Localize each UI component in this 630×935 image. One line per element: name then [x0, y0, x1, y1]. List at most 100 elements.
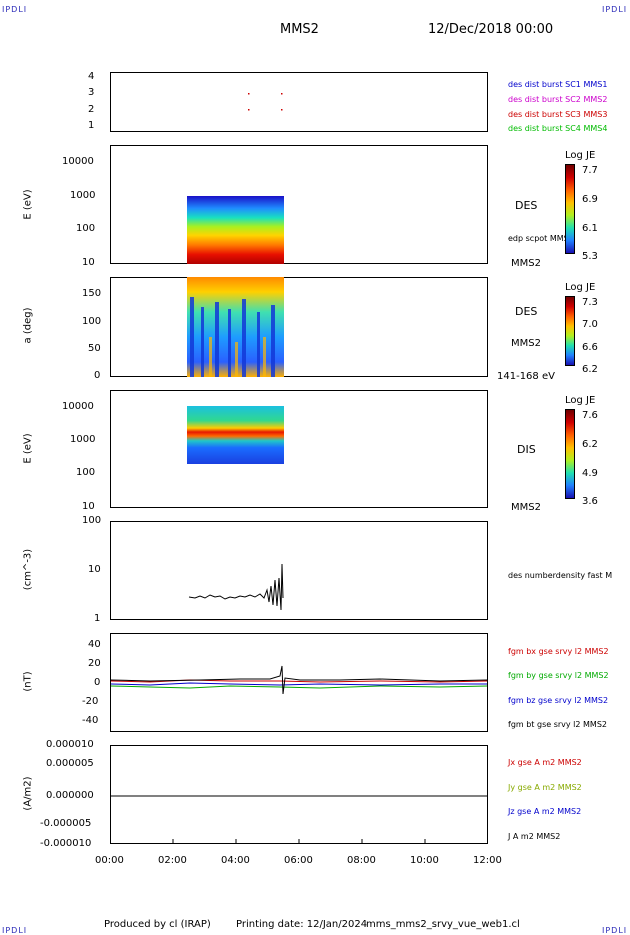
- ytick: 4: [88, 71, 95, 82]
- panel-density: [110, 521, 488, 620]
- legend-fgm-bt: fgm bt gse srvy l2 MMS2: [508, 720, 607, 729]
- footer-produced: Produced by cl (IRAP): [104, 919, 211, 930]
- xtick: 04:00: [221, 855, 250, 866]
- ytick: 0.000010: [46, 739, 94, 750]
- ylabel-des-pitch: a (deg): [22, 307, 34, 344]
- colorbar-tick: 6.6: [582, 342, 598, 353]
- ytick: -40: [82, 715, 99, 726]
- ytick: 100: [82, 316, 102, 327]
- legend-jz: Jz gse A m2 MMS2: [508, 807, 582, 816]
- xtick: 08:00: [347, 855, 376, 866]
- ytick: 0: [94, 370, 101, 381]
- panel-dis-energy: [110, 390, 488, 508]
- colorbar-tick: 6.9: [582, 194, 598, 205]
- xtick: 02:00: [158, 855, 187, 866]
- corner-label-top-right: IPDLI: [602, 5, 628, 14]
- corner-label-bottom-left: IPDLI: [2, 926, 28, 935]
- ylabel-density: (cm^-3): [22, 548, 34, 591]
- legend-j: J A m2 MMS2: [508, 832, 561, 841]
- panel-fgm: [110, 633, 488, 732]
- colorbar-tick: 7.7: [582, 165, 598, 176]
- colorbar-title: Log JE: [565, 395, 596, 406]
- date-title: 12/Dec/2018 00:00: [428, 22, 554, 37]
- colorbar-tick: 7.3: [582, 297, 598, 308]
- instrument-label: DES: [515, 305, 538, 318]
- panel-des-energy: [110, 145, 488, 264]
- legend-density: des numberdensity fast M: [508, 571, 613, 580]
- legend-burst-sc2: des dist burst SC2 MMS2: [508, 95, 608, 104]
- panel-bottom-label: MMS2: [511, 258, 541, 269]
- ytick: 20: [88, 658, 101, 669]
- ytick: -0.000005: [40, 818, 92, 829]
- colorbar-tick: 6.1: [582, 223, 598, 234]
- panel-bottom-label: MMS2: [511, 502, 541, 513]
- panel-current: [110, 745, 488, 844]
- colorbar-tick: 6.2: [582, 364, 598, 375]
- ytick: 150: [82, 288, 102, 299]
- legend-fgm-by: fgm by gse srvy l2 MMS2: [508, 671, 609, 680]
- colorbar-tick: 6.2: [582, 439, 598, 450]
- ytick: 50: [88, 343, 101, 354]
- ytick: 1: [88, 120, 95, 131]
- ytick: 0.000005: [46, 758, 94, 769]
- colorbar-tick: 7.0: [582, 319, 598, 330]
- colorbar-title: Log JE: [565, 150, 596, 161]
- ytick: 1: [94, 613, 101, 624]
- legend-burst-sc4: des dist burst SC4 MMS4: [508, 124, 608, 133]
- xtick: 12:00: [473, 855, 502, 866]
- ytick: 1000: [70, 434, 96, 445]
- ytick: 100: [76, 223, 96, 234]
- legend-burst-sc1: des dist burst SC1 MMS1: [508, 80, 608, 89]
- ylabel-current: (A/m2): [22, 776, 34, 811]
- corner-label-top-left: IPDLI: [2, 5, 28, 14]
- ytick: 0.000000: [46, 790, 94, 801]
- colorbar-des-energy: [565, 164, 575, 254]
- footer-file: mms_mms2_srvy_vue_web1.cl: [366, 919, 520, 930]
- dis-energy-spectrogram: [187, 406, 284, 464]
- ytick: 10000: [62, 156, 94, 167]
- sub-label: MMS2: [511, 338, 541, 349]
- colorbar-tick: 7.6: [582, 410, 598, 421]
- instrument-label: DIS: [517, 443, 536, 456]
- colorbar-tick: 3.6: [582, 496, 598, 507]
- ytick: 10: [82, 501, 95, 512]
- des-pitch-spectrogram: [187, 277, 284, 377]
- ytick: 100: [76, 467, 96, 478]
- colorbar-des-pitch: [565, 296, 575, 366]
- ytick: 2: [88, 104, 95, 115]
- corner-label-bottom-right: IPDLI: [602, 926, 628, 935]
- ylabel-des-energy: E (eV): [22, 189, 34, 220]
- legend-fgm-bx: fgm bx gse srvy l2 MMS2: [508, 647, 609, 656]
- footer-printing-date: Printing date: 12/Jan/2024: [236, 919, 368, 930]
- ytick: -20: [82, 696, 99, 707]
- ytick: -0.000010: [40, 838, 92, 849]
- ytick: 10000: [62, 401, 94, 412]
- panel-burst: [110, 72, 488, 132]
- colorbar-tick: 4.9: [582, 468, 598, 479]
- legend-fgm-bz: fgm bz gse srvy l2 MMS2: [508, 696, 609, 705]
- ylabel-fgm: (nT): [22, 671, 34, 692]
- xtick: 06:00: [284, 855, 313, 866]
- xtick: 00:00: [95, 855, 124, 866]
- des-energy-spectrogram: [187, 196, 284, 264]
- ytick: 10: [88, 564, 101, 575]
- sub-label: edp scpot MMS2: [508, 234, 574, 243]
- legend-jx: Jx gse A m2 MMS2: [508, 758, 582, 767]
- legend-burst-sc3: des dist burst SC3 MMS3: [508, 110, 608, 119]
- legend-jy: Jy gse A m2 MMS2: [508, 783, 582, 792]
- panel-des-pitch: [110, 277, 488, 377]
- spacecraft-title: MMS2: [280, 22, 319, 37]
- ytick: 3: [88, 87, 95, 98]
- ytick: 10: [82, 257, 95, 268]
- colorbar-dis-energy: [565, 409, 575, 499]
- instrument-label: DES: [515, 199, 538, 212]
- colorbar-tick: 5.3: [582, 251, 598, 262]
- xtick: 10:00: [410, 855, 439, 866]
- ytick: 1000: [70, 190, 96, 201]
- ytick: 0: [94, 677, 101, 688]
- ytick: 100: [82, 515, 102, 526]
- ytick: 40: [88, 639, 101, 650]
- ylabel-dis-energy: E (eV): [22, 433, 34, 464]
- colorbar-title: Log JE: [565, 282, 596, 293]
